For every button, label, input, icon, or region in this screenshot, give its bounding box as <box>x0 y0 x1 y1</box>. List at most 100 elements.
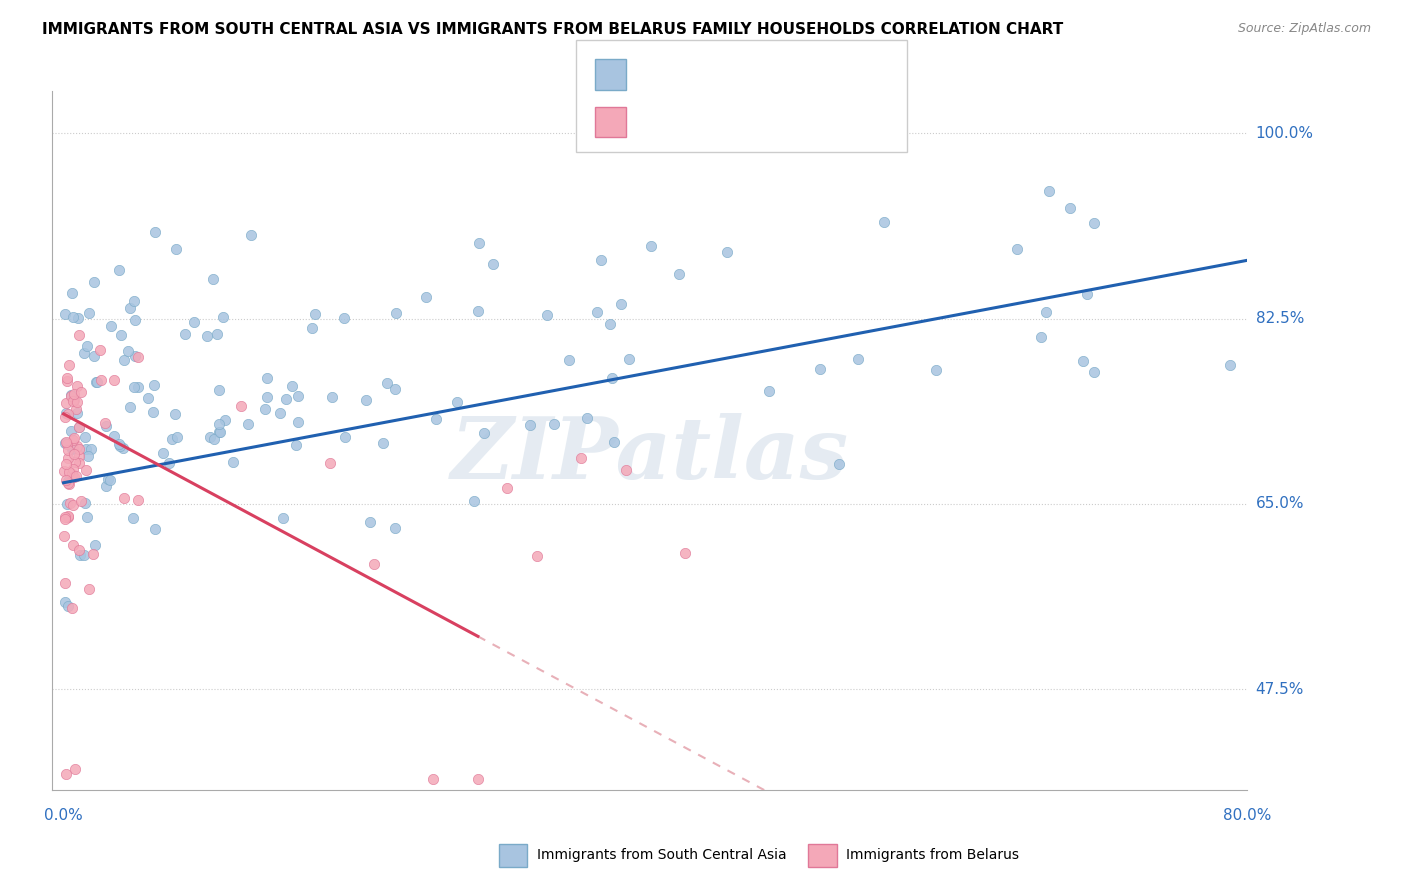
Point <box>62 442 84 456</box>
Point <box>62 462 84 476</box>
Point <box>157 456 180 470</box>
Text: 100.0%: 100.0% <box>1256 126 1313 141</box>
Point <box>62 447 84 461</box>
Point <box>136 391 159 405</box>
Point <box>59 425 82 439</box>
Point <box>575 411 598 425</box>
Point <box>62 442 84 456</box>
Point <box>84 375 107 389</box>
Point <box>198 429 221 443</box>
Point <box>66 378 89 392</box>
Point <box>55 473 77 487</box>
Point <box>76 509 98 524</box>
Point <box>67 542 90 557</box>
Point <box>468 235 491 250</box>
Point <box>287 415 309 429</box>
Point <box>166 430 188 444</box>
Point <box>56 497 79 511</box>
Text: 65.0%: 65.0% <box>1256 497 1305 511</box>
Point <box>79 306 101 320</box>
Point <box>73 345 96 359</box>
Point <box>55 396 77 410</box>
Point <box>56 599 79 613</box>
Point <box>53 575 76 590</box>
Point <box>63 392 86 407</box>
Point <box>165 242 187 256</box>
Point <box>208 425 231 439</box>
Point <box>472 425 495 440</box>
Point <box>60 286 83 301</box>
Point <box>94 479 117 493</box>
Point <box>100 318 122 333</box>
Point <box>67 420 90 434</box>
Point <box>83 350 105 364</box>
Text: 80.0%: 80.0% <box>1223 808 1271 823</box>
Point <box>75 463 97 477</box>
Point <box>640 239 662 253</box>
Point <box>66 395 89 409</box>
Point <box>55 767 77 781</box>
Point <box>62 600 84 615</box>
Point <box>111 441 134 455</box>
Point <box>828 457 851 471</box>
Point <box>89 343 111 357</box>
Point <box>58 476 80 491</box>
Point <box>67 449 90 463</box>
Point <box>82 547 104 561</box>
Point <box>202 433 225 447</box>
Point <box>56 508 79 523</box>
Point <box>668 268 690 282</box>
Point <box>73 430 96 444</box>
Point <box>77 449 100 463</box>
Point <box>56 407 79 421</box>
Point <box>610 296 633 310</box>
Point <box>55 437 77 451</box>
Point <box>67 310 90 325</box>
Point <box>463 494 485 508</box>
Point <box>205 327 228 342</box>
Point <box>62 498 84 512</box>
Point <box>63 431 86 445</box>
Point <box>600 370 623 384</box>
Point <box>422 772 444 787</box>
Point <box>301 320 323 334</box>
Point <box>287 389 309 403</box>
Point <box>254 401 277 416</box>
Point <box>103 429 125 443</box>
Point <box>808 362 831 376</box>
Point <box>152 446 174 460</box>
Point <box>124 349 146 363</box>
Point <box>63 455 86 469</box>
Point <box>63 469 86 483</box>
Point <box>467 772 489 787</box>
Point <box>94 416 117 430</box>
Point <box>165 407 187 421</box>
Point <box>112 491 135 506</box>
Point <box>53 436 76 450</box>
Point <box>56 475 79 490</box>
Point <box>108 439 131 453</box>
Point <box>122 511 145 525</box>
Point <box>256 371 278 385</box>
Point <box>127 350 149 364</box>
Text: Source: ZipAtlas.com: Source: ZipAtlas.com <box>1237 22 1371 36</box>
Point <box>599 317 621 331</box>
Point <box>58 450 80 465</box>
Point <box>1035 304 1057 318</box>
Point <box>118 400 141 414</box>
Point <box>67 419 90 434</box>
Point <box>53 410 76 425</box>
Point <box>60 467 83 482</box>
Point <box>67 442 90 456</box>
Point <box>62 394 84 409</box>
Point <box>67 456 90 470</box>
Point <box>62 310 84 324</box>
Point <box>586 305 609 319</box>
Point <box>53 594 76 608</box>
Point <box>59 496 82 510</box>
Text: Immigrants from South Central Asia: Immigrants from South Central Asia <box>537 848 787 863</box>
Point <box>65 402 87 417</box>
Point <box>256 390 278 404</box>
Text: 0.0%: 0.0% <box>44 808 83 823</box>
Point <box>75 442 97 456</box>
